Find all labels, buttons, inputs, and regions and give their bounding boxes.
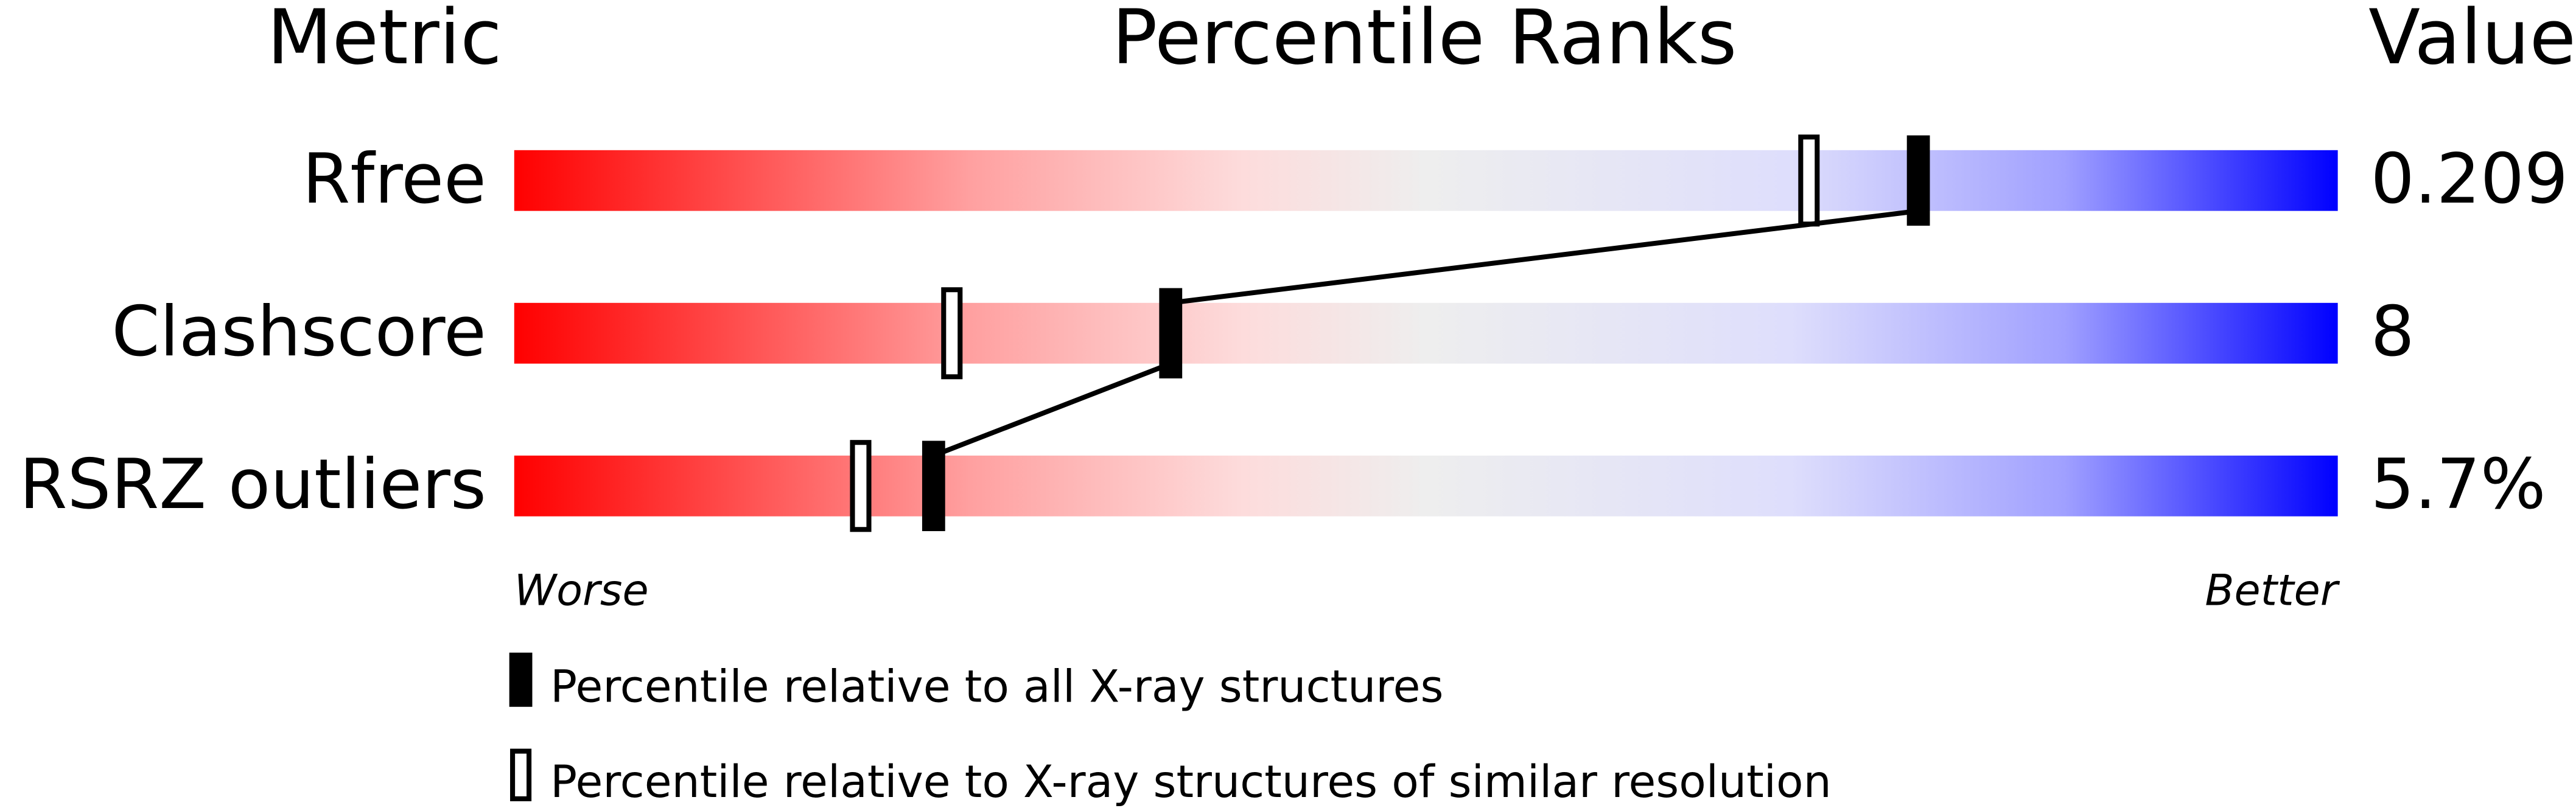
- metric-label: Clashscore: [111, 291, 486, 372]
- similar-resolution-marker: [850, 440, 872, 532]
- legend-label-similar: Percentile relative to X-ray structures …: [550, 756, 1832, 808]
- legend-open-marker: [510, 748, 532, 801]
- metric-value: 0.209: [2371, 139, 2568, 219]
- metric-label: Rfree: [303, 139, 486, 219]
- metric-value: 8: [2371, 291, 2415, 372]
- percentile-bar: [514, 150, 2338, 211]
- connector-line: [933, 361, 1172, 458]
- header-title: Percentile Ranks: [1112, 0, 1737, 82]
- all-structures-marker: [922, 440, 945, 531]
- percentile-bar: [514, 455, 2338, 517]
- header-value: Value: [2368, 0, 2576, 82]
- similar-resolution-marker: [1798, 134, 1820, 227]
- header-metric: Metric: [267, 0, 502, 82]
- similar-resolution-marker: [941, 287, 963, 380]
- percentile-bar: [514, 302, 2338, 364]
- axis-worse-label: Worse: [514, 565, 649, 615]
- metric-label: RSRZ outliers: [19, 444, 486, 524]
- metric-value: 5.7%: [2371, 444, 2546, 524]
- legend-filled-marker: [509, 652, 533, 707]
- connector-line: [1170, 208, 1919, 305]
- axis-better-label: Better: [2205, 565, 2340, 615]
- legend-label-all: Percentile relative to all X-ray structu…: [550, 661, 1443, 713]
